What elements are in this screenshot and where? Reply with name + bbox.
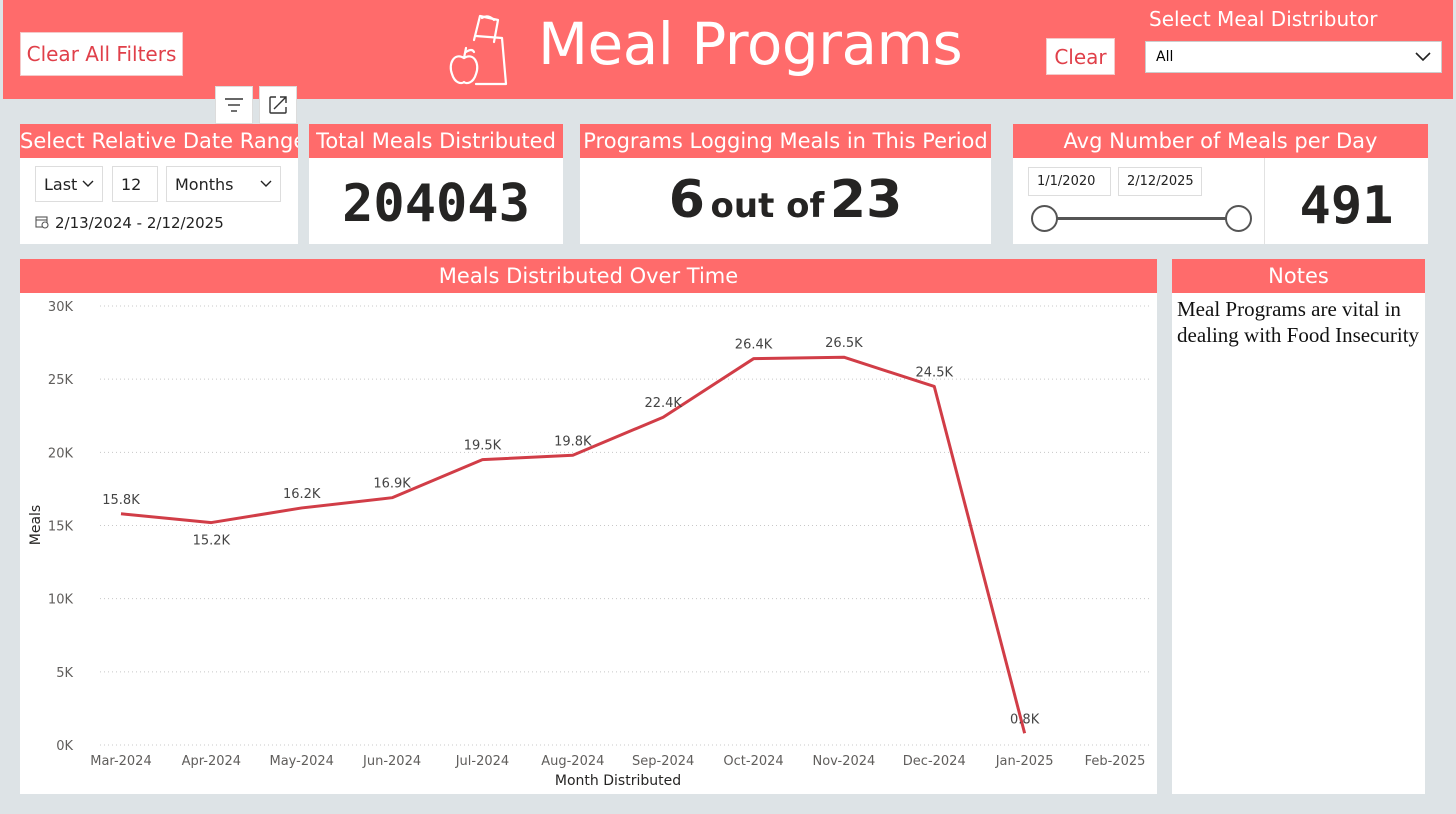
focus-mode-button[interactable] — [259, 86, 297, 124]
chevron-down-icon — [82, 180, 94, 187]
meals-chart-card: Meals Distributed Over Time 0K 5K 10K 15K 20… — [20, 259, 1157, 794]
data-label: 19.8K — [554, 434, 592, 449]
filter-button[interactable] — [215, 86, 253, 124]
y-tick-label: 15K — [48, 520, 74, 535]
calendar-icon — [35, 216, 49, 229]
date-range-title: Select Relative Date Range — [20, 124, 298, 158]
x-tick-label: Sep-2024 — [632, 754, 694, 769]
date-unit-select[interactable]: Months — [166, 166, 281, 202]
data-label: 26.5K — [825, 336, 863, 351]
y-tick-label: 0K — [56, 739, 73, 754]
y-tick-label: 5K — [56, 666, 73, 681]
page-title: Meal Programs — [538, 10, 963, 78]
avg-meals-title: Avg Number of Meals per Day — [1013, 124, 1428, 158]
total-meals-card: Total Meals Distributed 204043 — [309, 124, 563, 244]
programs-total: 23 — [829, 170, 903, 230]
date-slider-track — [1043, 217, 1239, 220]
total-meals-title: Total Meals Distributed — [309, 124, 563, 158]
total-meals-value: 204043 — [342, 174, 530, 234]
distributor-select[interactable]: All — [1145, 41, 1442, 73]
programs-summary: 6 out of 23 — [580, 170, 991, 230]
programs-count: 6 — [668, 170, 705, 230]
x-tick-label: Apr-2024 — [182, 754, 241, 769]
avg-meals-card: Avg Number of Meals per Day 1/1/2020 2/1… — [1013, 124, 1428, 244]
data-label: 16.9K — [373, 477, 411, 492]
x-tick-label: May-2024 — [270, 754, 334, 769]
y-tick-label: 10K — [48, 593, 74, 608]
data-label: 19.5K — [464, 439, 502, 454]
clear-all-filters-button[interactable]: Clear All Filters — [20, 32, 183, 76]
date-slider-start-handle[interactable] — [1031, 205, 1058, 232]
x-tick-label: Jan-2025 — [995, 754, 1054, 769]
divider — [1264, 158, 1265, 244]
x-tick-label: Feb-2025 — [1085, 754, 1146, 769]
data-label: 16.2K — [283, 487, 321, 502]
end-date-input[interactable]: 2/12/2025 — [1118, 167, 1202, 196]
focus-mode-icon — [269, 96, 287, 114]
date-mode-select[interactable]: Last — [35, 166, 103, 202]
date-unit-value: Months — [175, 174, 234, 194]
x-tick-label: Jun-2024 — [362, 754, 421, 769]
data-label: 15.2K — [193, 534, 231, 549]
x-tick-label: Oct-2024 — [723, 754, 783, 769]
y-tick-label: 20K — [48, 446, 74, 461]
x-tick-label: Nov-2024 — [813, 754, 876, 769]
date-mode-value: Last — [44, 174, 78, 194]
programs-card: Programs Logging Meals in This Period 6 … — [580, 124, 991, 244]
chevron-down-icon — [1415, 52, 1431, 62]
y-tick-label: 30K — [48, 300, 74, 315]
date-count-input[interactable]: 12 — [112, 166, 158, 202]
programs-title: Programs Logging Meals in This Period — [580, 124, 991, 158]
y-axis-label: Meals — [28, 505, 44, 545]
date-count-value: 12 — [121, 174, 142, 194]
notes-text: Meal Programs are vital in dealing with … — [1177, 297, 1420, 347]
clear-button[interactable]: Clear — [1046, 38, 1115, 75]
programs-connector: out of — [710, 186, 825, 226]
series-line — [120, 355, 1027, 734]
chevron-down-icon — [260, 180, 272, 187]
data-label: 15.8K — [102, 493, 140, 508]
y-tick-label: 25K — [48, 373, 74, 388]
avg-meals-value: 491 — [1299, 176, 1394, 236]
chart-title: Meals Distributed Over Time — [20, 259, 1157, 293]
x-tick-label: Mar-2024 — [90, 754, 151, 769]
meals-line-chart: 0K 5K 10K 15K 20K 25K 30K Mar-2024 Apr-2024 May-2… — [28, 300, 1150, 789]
data-label: 0.8K — [1010, 712, 1040, 727]
x-tick-label: Aug-2024 — [541, 754, 604, 769]
data-label: 24.5K — [916, 365, 954, 380]
distributor-value: All — [1156, 49, 1174, 65]
data-label: 22.4K — [644, 396, 682, 411]
filter-icon — [225, 98, 243, 112]
meal-bag-apple-icon — [449, 14, 508, 86]
distributor-label: Select Meal Distributor — [1149, 7, 1378, 31]
date-range-text: 2/13/2024 - 2/12/2025 — [55, 214, 224, 232]
notes-card: Notes — [1172, 259, 1425, 794]
notes-title: Notes — [1172, 259, 1425, 293]
start-date-input[interactable]: 1/1/2020 — [1028, 167, 1111, 196]
x-tick-label: Jul-2024 — [455, 754, 509, 769]
data-label: 26.4K — [735, 338, 773, 353]
date-slider-end-handle[interactable] — [1225, 205, 1252, 232]
x-axis-label: Month Distributed — [555, 773, 681, 789]
x-tick-label: Dec-2024 — [903, 754, 966, 769]
date-range-card: Select Relative Date Range Last 12 Month… — [20, 124, 298, 244]
